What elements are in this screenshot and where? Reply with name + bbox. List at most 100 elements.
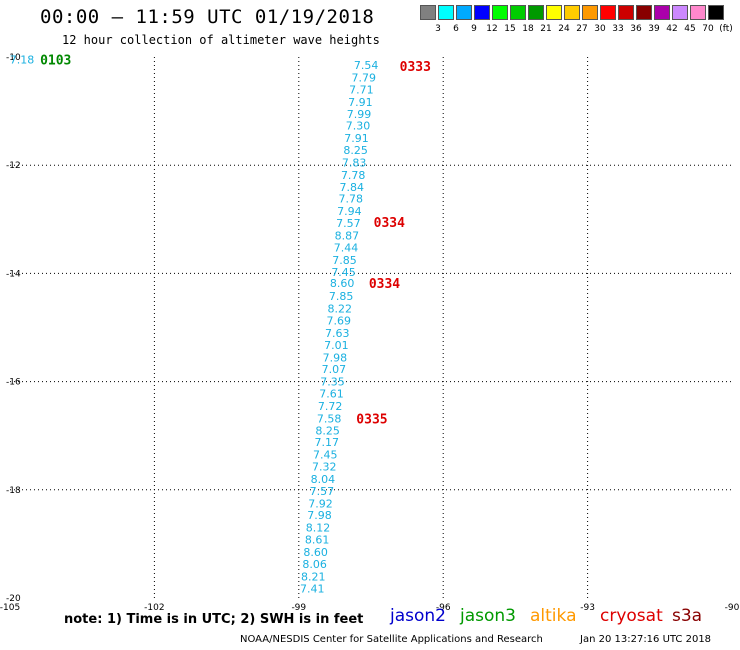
wave-height-label: 7.32 xyxy=(312,461,337,474)
wave-height-label: 7.94 xyxy=(337,205,362,218)
wave-height-label: 8.60 xyxy=(303,546,328,559)
wave-height-label: 8.04 xyxy=(311,473,336,486)
pass-time-label: 0334 xyxy=(369,277,400,292)
timestamp-text: Jan 20 13:27:16 UTC 2018 xyxy=(580,634,712,645)
colorbar-label: 15 xyxy=(504,24,516,34)
x-tick-label: -102 xyxy=(144,603,164,613)
colorbar-swatch xyxy=(708,5,724,20)
wave-height-label: 7.99 xyxy=(347,108,372,121)
colorbar-label: 30 xyxy=(594,24,606,34)
colorbar-label: 42 xyxy=(666,24,678,34)
wave-height-label: 7.45 xyxy=(313,449,338,462)
colorbar-label: 39 xyxy=(648,24,660,34)
wave-height-label: 8.25 xyxy=(315,424,340,437)
y-tick-label: -18 xyxy=(6,486,21,496)
y-tick-label: -12 xyxy=(6,161,21,171)
wave-height-label: 7.85 xyxy=(332,254,357,267)
wave-height-label: 7.78 xyxy=(341,169,366,182)
wave-height-label: 8.22 xyxy=(327,303,352,316)
wave-height-label: 7.92 xyxy=(308,497,333,510)
page-subtitle: 12 hour collection of altimeter wave hei… xyxy=(62,33,380,47)
colorbar-swatch xyxy=(636,5,652,20)
colorbar-swatch xyxy=(492,5,508,20)
units-note: note: 1) Time is in UTC; 2) SWH is in fe… xyxy=(64,612,364,627)
colorbar-swatch xyxy=(438,5,454,20)
colorbar-swatch xyxy=(474,5,490,20)
wave-height-label: 7.85 xyxy=(329,290,354,303)
colorbar-swatch xyxy=(618,5,634,20)
colorbar-label: 9 xyxy=(471,24,477,34)
colorbar-label: 3 xyxy=(435,24,441,34)
wave-height-label: 7.57 xyxy=(336,217,361,230)
wave-height-label: 7.44 xyxy=(334,241,359,254)
colorbar-swatch xyxy=(600,5,616,20)
wave-height-label: 8.25 xyxy=(343,144,368,157)
wave-height-label: 8.60 xyxy=(330,277,355,290)
wave-height-label: 7.18 xyxy=(10,54,35,67)
credit-text: NOAA/NESDIS Center for Satellite Applica… xyxy=(240,634,543,645)
colorbar-label: 21 xyxy=(540,24,552,34)
wave-height-label: 7.79 xyxy=(352,72,377,85)
x-tick-label: -93 xyxy=(580,603,595,613)
legend-cryosat: cryosat xyxy=(600,606,663,626)
y-tick-label: -10 xyxy=(6,53,21,63)
wave-height-label: 7.41 xyxy=(300,582,325,595)
colorbar-swatch xyxy=(510,5,526,20)
y-tick-label: -14 xyxy=(6,269,21,279)
colorbar-swatch xyxy=(420,5,436,20)
colorbar-swatch xyxy=(456,5,472,20)
wave-height-label: 7.01 xyxy=(324,339,349,352)
wave-height-label: 7.63 xyxy=(325,327,350,340)
colorbar-label: 33 xyxy=(612,24,624,34)
colorbar-label: 18 xyxy=(522,24,534,34)
wave-height-label: 8.61 xyxy=(305,534,330,547)
wave-height-label: 7.69 xyxy=(327,314,352,327)
wave-height-label: 7.30 xyxy=(346,120,371,133)
x-tick-label: -99 xyxy=(291,603,306,613)
colorbar-label: 27 xyxy=(576,24,588,34)
colorbar-swatch xyxy=(546,5,562,20)
page-title: 00:00 — 11:59 UTC 01/19/2018 xyxy=(40,6,375,28)
colorbar-label: 70 xyxy=(702,24,714,34)
wave-height-label: 7.54 xyxy=(354,59,379,72)
colorbar-label: (ft) xyxy=(719,24,733,34)
wave-height-label: 7.83 xyxy=(342,156,367,169)
wave-height-label: 7.98 xyxy=(323,351,348,364)
wave-height-label: 8.12 xyxy=(306,522,331,535)
colorbar-swatch xyxy=(672,5,688,20)
wave-height-label: 7.35 xyxy=(320,376,345,389)
y-tick-label: -16 xyxy=(6,378,21,388)
colorbar-swatch xyxy=(654,5,670,20)
colorbar-swatch xyxy=(690,5,706,20)
pass-time-label: 0335 xyxy=(356,412,387,427)
wave-height-label: 7.71 xyxy=(349,83,374,96)
colorbar-swatch xyxy=(582,5,598,20)
wave-height-label: 7.17 xyxy=(314,436,339,449)
wave-height-label: 7.58 xyxy=(317,412,342,425)
legend-jason2: jason2 xyxy=(390,606,446,626)
legend-s3a: s3a xyxy=(672,606,703,626)
colorbar-label: 24 xyxy=(558,24,570,34)
pass-time-label: 0103 xyxy=(40,54,71,69)
wave-height-label: 7.91 xyxy=(344,132,369,145)
pass-time-label: 0334 xyxy=(374,216,405,231)
wave-height-label: 8.87 xyxy=(335,230,360,243)
wave-height-label: 7.57 xyxy=(310,485,335,498)
colorbar-swatch xyxy=(564,5,580,20)
wave-height-label: 7.61 xyxy=(319,388,344,401)
x-tick-label: -96 xyxy=(436,603,451,613)
colorbar-label: 36 xyxy=(630,24,642,34)
colorbar-label: 6 xyxy=(453,24,459,34)
colorbar-label: 12 xyxy=(486,24,498,34)
y-tick-label: -20 xyxy=(6,594,21,604)
wave-height-label: 7.45 xyxy=(331,266,356,279)
legend-altika: altika xyxy=(530,606,577,626)
pass-time-label: 0333 xyxy=(400,60,431,75)
wave-height-label: 7.78 xyxy=(339,193,364,206)
wave-height-label: 7.98 xyxy=(307,509,332,522)
wave-height-label: 7.72 xyxy=(318,400,343,413)
wave-height-label: 8.06 xyxy=(302,558,327,571)
wave-height-label: 7.84 xyxy=(339,181,364,194)
wave-height-label: 7.07 xyxy=(322,363,347,376)
